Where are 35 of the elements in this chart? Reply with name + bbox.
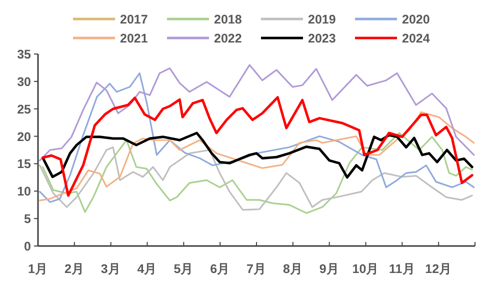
x-tick-label: 4月 [137,262,158,276]
legend-label: 2023 [308,32,336,46]
line-series [39,64,475,162]
legend-label: 2018 [214,12,242,26]
x-tick-label: 2月 [64,262,84,276]
x-tick-label: 5月 [174,262,194,276]
y-tick-label: 35 [17,48,32,62]
legend-label: 2022 [214,32,242,46]
x-tick-label: 8月 [282,262,303,276]
line-series [41,96,474,197]
legend-label: 2024 [402,32,430,46]
y-tick-label: 20 [17,130,32,144]
legend-label: 2019 [308,12,336,26]
x-tick-label: 1月 [28,262,48,276]
y-tick-label: 0 [24,240,32,254]
line-series [39,111,475,202]
legend-label: 2021 [120,32,148,46]
x-tick-label: 9月 [319,262,340,276]
legend-label: 2020 [402,12,430,26]
y-tick-label: 15 [17,157,32,172]
line-series [39,146,473,211]
x-tick-label: 11月 [389,262,416,276]
y-tick-label: 5 [24,212,32,226]
y-tick-label: 30 [17,74,32,89]
x-tick-label: 3月 [100,262,121,276]
line-series [39,72,475,203]
x-tick-label: 6月 [210,262,230,276]
x-tick-label: 10月 [352,262,380,276]
legend-label: 2017 [120,12,148,26]
line-series [41,132,474,179]
x-tick-label: 7月 [246,262,266,276]
line-series [42,132,473,214]
x-tick-label: 12月 [425,262,452,276]
y-tick-label: 25 [17,102,32,116]
y-tick-label: 10 [17,184,32,199]
